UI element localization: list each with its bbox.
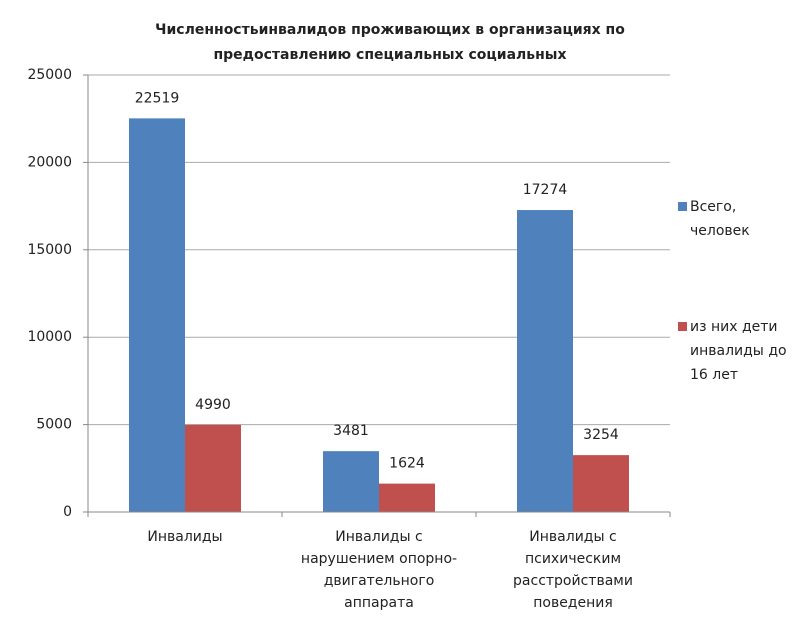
- value-label: 22519: [135, 90, 180, 106]
- value-label: 3254: [583, 427, 619, 443]
- y-tick-label: 10000: [27, 329, 72, 345]
- legend-swatch: [678, 322, 687, 331]
- legend-label: из них дети инвалиды до 16 лет: [690, 319, 787, 383]
- x-tick-label: Инвалиды: [147, 529, 223, 545]
- x-tick-label: Инвалиды с нарушением опорно-двигательно…: [300, 529, 458, 611]
- value-label: 3481: [333, 423, 369, 439]
- bar: [517, 210, 573, 512]
- y-tick-label: 5000: [36, 417, 72, 433]
- bar: [185, 424, 241, 512]
- bar: [379, 483, 435, 512]
- value-label: 4990: [195, 397, 231, 413]
- y-tick-label: 20000: [27, 154, 72, 170]
- bar: [323, 451, 379, 512]
- y-tick-label: 0: [63, 504, 72, 520]
- legend-swatch: [678, 202, 687, 211]
- bar: [129, 118, 185, 512]
- bar: [573, 455, 629, 512]
- chart-title: предоставлению специальных социальных: [213, 47, 566, 63]
- value-label: 17274: [523, 182, 568, 198]
- value-label: 1624: [389, 456, 425, 472]
- chart-title: Численностьинвалидов проживающих в орган…: [155, 22, 625, 38]
- y-tick-label: 25000: [27, 67, 72, 83]
- legend-label: Всего, человек: [690, 199, 750, 239]
- x-tick-label: Инвалиды с психическим расстройствами по…: [513, 529, 633, 611]
- y-tick-label: 15000: [27, 242, 72, 258]
